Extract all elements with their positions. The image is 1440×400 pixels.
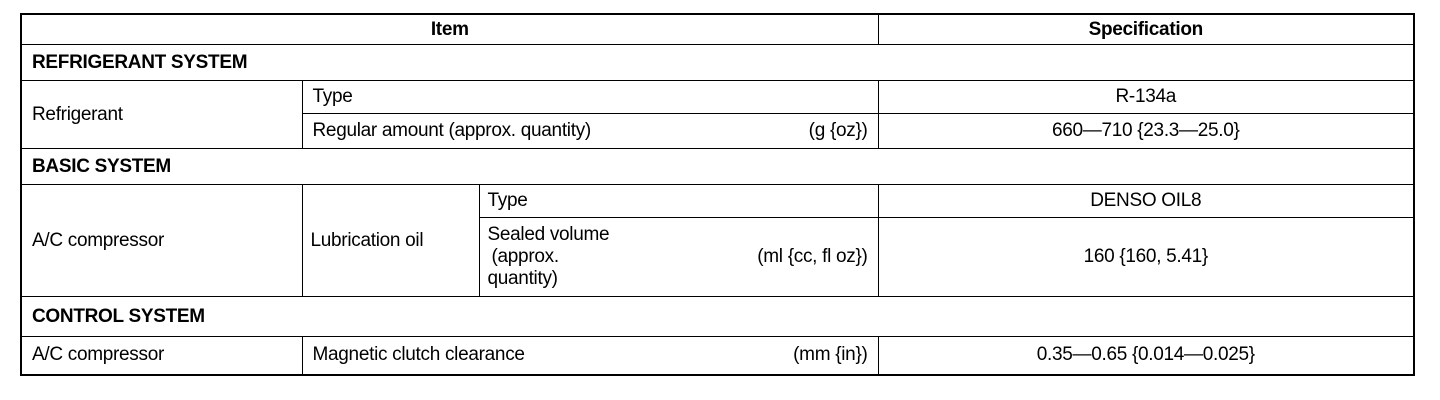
item-cell: Sealed volume (approx. (ml {cc, fl oz}) q… (478, 217, 879, 297)
section-row: REFRIGERANT SYSTEM (20, 44, 1415, 81)
spec-cell: DENSO OIL8 (877, 184, 1415, 218)
component-cell: Refrigerant (20, 80, 303, 149)
table-row: A/C compressor Magnetic clutch clearance… (20, 336, 1415, 375)
item-line: quantity) (487, 268, 558, 289)
section-row: BASIC SYSTEM (20, 148, 1415, 185)
section-title: CONTROL SYSTEM (20, 296, 1415, 337)
spec-cell: 0.35—0.65 {0.014—0.025} (877, 336, 1415, 375)
header-row: Item Specification (20, 13, 1415, 45)
unit-label: (mm {in}) (793, 344, 868, 366)
spec-cell: R-134a (877, 80, 1415, 114)
section-title: REFRIGERANT SYSTEM (20, 44, 1415, 81)
spec-cell: 160 {160, 5.41} (877, 217, 1415, 297)
item-cell: Magnetic clutch clearance (mm {in}) (301, 336, 879, 375)
component-cell: A/C compressor (20, 336, 303, 375)
section-title: BASIC SYSTEM (20, 148, 1415, 185)
section-row: CONTROL SYSTEM (20, 296, 1415, 337)
item-cell: Regular amount (approx. quantity) (g {oz}… (301, 113, 879, 149)
specification-table: Item Specification REFRIGERANT SYSTEM Re… (20, 13, 1416, 376)
item-line: Sealed volume (487, 224, 610, 245)
item-cell: Type (478, 184, 879, 218)
unit-label: (g {oz}) (808, 120, 868, 141)
item-label: Magnetic clutch clearance (312, 344, 525, 366)
subcomponent-cell: Lubrication oil (301, 184, 480, 297)
table-row: Sealed volume (approx. (ml {cc, fl oz}) q… (21, 217, 1415, 297)
table-row: A/C compressor Lubrication oil Type DENS… (20, 184, 1415, 297)
component-cell: A/C compressor (20, 184, 303, 297)
item-cell: Type (301, 80, 879, 114)
item-label: Regular amount (approx. quantity) (312, 120, 592, 141)
table-row: Refrigerant Type R-134a (20, 80, 1415, 149)
spec-cell: 660—710 {23.3—25.0} (877, 113, 1415, 149)
header-item: Item (20, 13, 879, 45)
item-line: (approx. (491, 246, 560, 267)
header-specification: Specification (877, 13, 1415, 45)
unit-label: (ml {cc, fl oz}) (757, 246, 868, 267)
table-row: Regular amount (approx. quantity) (g {oz}… (21, 113, 1415, 149)
